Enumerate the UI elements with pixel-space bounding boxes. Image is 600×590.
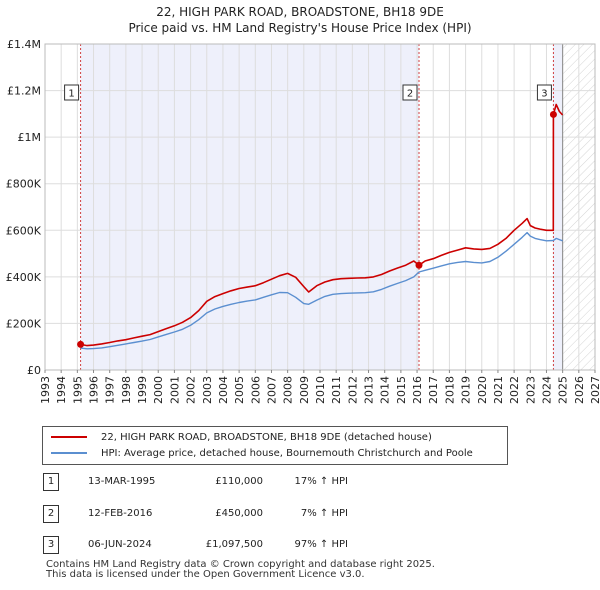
- x-tick-label: 2012: [346, 376, 359, 404]
- x-tick-label: 2001: [168, 376, 181, 404]
- transaction-number: 2: [43, 505, 59, 523]
- x-tick-label: 2003: [201, 376, 214, 404]
- x-tick-label: 2000: [152, 376, 165, 404]
- transaction-hpi: 97% ↑ HPI: [294, 539, 348, 550]
- x-tick-label: 2016: [411, 376, 424, 404]
- legend-label-hpi: HPI: Average price, detached house, Bour…: [101, 448, 473, 459]
- series-line-property: [80, 103, 564, 347]
- transaction-price: £450,000: [215, 508, 263, 519]
- transaction-date: 12-FEB-2016: [88, 508, 153, 519]
- legend-item-hpi: HPI: Average price, detached house, Bour…: [51, 447, 473, 461]
- x-tick-label: 2006: [249, 376, 262, 404]
- sale-label: 1: [68, 89, 74, 100]
- y-tick-label: £800K: [6, 178, 42, 191]
- y-tick-label: £0: [27, 364, 41, 377]
- legend-swatch-hpi: [51, 452, 87, 454]
- footer-copyright: Contains HM Land Registry data © Crown c…: [46, 559, 435, 570]
- series-line-hpi: [80, 231, 563, 350]
- transaction-hpi: 17% ↑ HPI: [294, 476, 348, 487]
- y-tick-label: £1.4M: [7, 38, 41, 51]
- x-tick-label: 2027: [589, 376, 600, 404]
- x-tick-label: 2021: [492, 376, 505, 404]
- footer: Contains HM Land Registry data © Crown c…: [46, 560, 435, 580]
- x-tick-label: 2011: [330, 376, 343, 404]
- x-tick-label: 1996: [88, 376, 101, 404]
- transaction-price: £110,000: [215, 476, 263, 487]
- x-tick-label: 2020: [476, 376, 489, 404]
- x-tick-label: 2023: [524, 376, 537, 404]
- x-tick-label: 2005: [233, 376, 246, 404]
- transaction-hpi: 7% ↑ HPI: [300, 508, 348, 519]
- legend-item-property: 22, HIGH PARK ROAD, BROADSTONE, BH18 9DE…: [51, 431, 432, 445]
- y-tick-label: £600K: [6, 224, 42, 237]
- sale-label-box: [64, 84, 80, 101]
- x-tick-label: 2018: [443, 376, 456, 404]
- price-chart: 1 2 3 £0 £200K £400K £600K £800K £1M £1.2M £1.4M 19…: [6, 38, 600, 404]
- sale-point: [415, 261, 423, 269]
- transaction-date: 13-MAR-1995: [88, 476, 156, 487]
- x-tick-label: 1997: [104, 376, 117, 404]
- y-tick-label: £200K: [6, 317, 42, 330]
- transaction-price: £1,097,500: [205, 539, 263, 550]
- legend-label-property: 22, HIGH PARK ROAD, BROADSTONE, BH18 9DE…: [101, 432, 432, 443]
- x-tick-label: 1999: [136, 376, 149, 404]
- legend: 22, HIGH PARK ROAD, BROADSTONE, BH18 9DE…: [42, 426, 508, 465]
- legend-swatch-property: [51, 436, 87, 438]
- chart-subtitle: Price paid vs. HM Land Registry's House …: [128, 21, 472, 35]
- x-tick-label: 2009: [298, 376, 311, 404]
- x-tick-label: 2026: [573, 376, 586, 404]
- sale-label: 3: [541, 89, 547, 100]
- shaded-period-1-2: [80, 44, 420, 370]
- transaction-number: 3: [43, 536, 59, 554]
- x-tick-label: 2017: [427, 376, 440, 404]
- x-tick-label: 2022: [508, 376, 521, 404]
- x-tick-label: 2014: [379, 376, 392, 404]
- sale-label: 2: [407, 89, 413, 100]
- footer-licence: This data is licensed under the Open Gov…: [46, 569, 365, 580]
- x-tick-label: 1998: [120, 376, 133, 404]
- y-tick-label: £1M: [18, 131, 42, 144]
- x-tick-label: 2008: [282, 376, 295, 404]
- shaded-period-3: [552, 44, 563, 370]
- transaction-date: 06-JUN-2024: [88, 539, 152, 550]
- x-tick-label: 2024: [540, 376, 553, 404]
- transaction-number: 1: [43, 473, 59, 491]
- x-tick-label: 2010: [314, 376, 327, 404]
- x-tick-label: 2004: [217, 376, 230, 404]
- x-tick-label: 2002: [185, 376, 198, 404]
- x-tick-label: 1995: [71, 376, 84, 404]
- x-tick-label: 1994: [55, 376, 68, 404]
- x-tick-label: 1993: [39, 376, 52, 404]
- sale-point: [77, 340, 85, 348]
- x-tick-label: 2007: [265, 376, 278, 404]
- sale-point: [549, 110, 557, 118]
- x-tick-label: 2025: [557, 376, 570, 404]
- chart-title: 22, HIGH PARK ROAD, BROADSTONE, BH18 9DE: [156, 5, 444, 19]
- y-tick-label: £1.2M: [7, 85, 41, 98]
- x-tick-label: 2015: [395, 376, 408, 404]
- x-tick-label: 2013: [363, 376, 376, 404]
- y-tick-label: £400K: [6, 271, 42, 284]
- sale-label-box: [402, 84, 418, 101]
- x-tick-label: 2019: [460, 376, 473, 404]
- sale-label-box: [536, 84, 552, 101]
